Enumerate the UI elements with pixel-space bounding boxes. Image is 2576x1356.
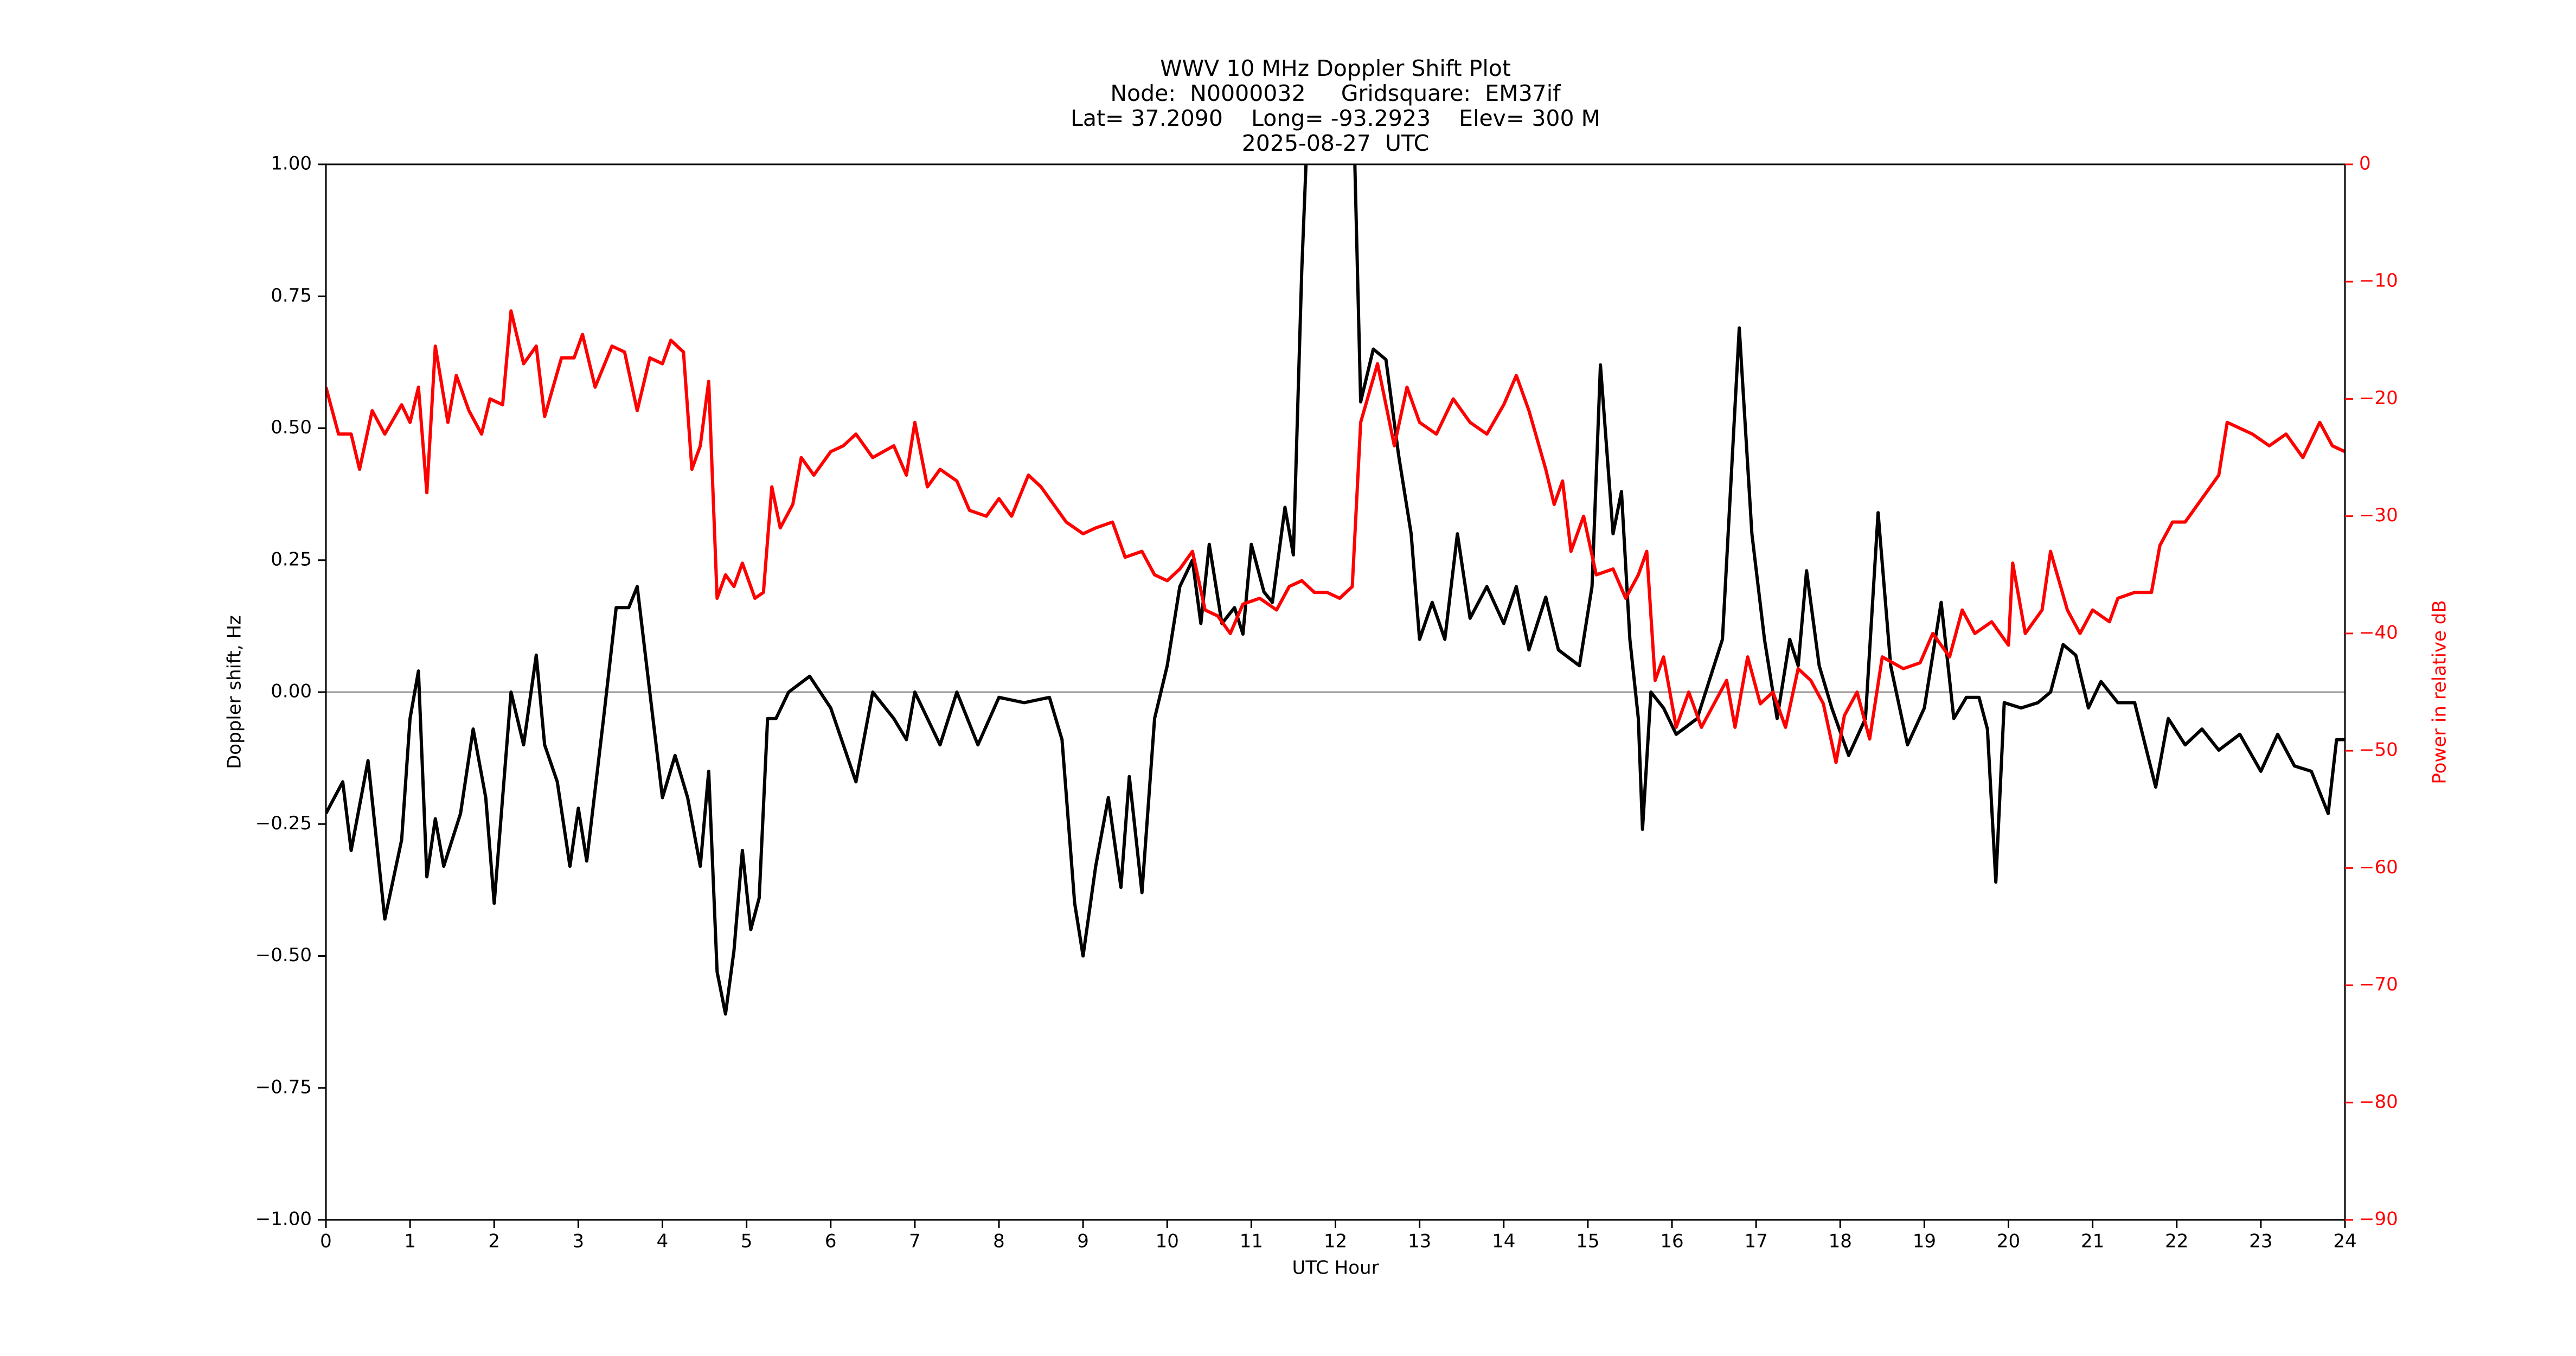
x-tick-label: 9	[1077, 1231, 1089, 1252]
y2-axis-label: Power in relative dB	[2429, 600, 2451, 784]
x-tick-label: 5	[741, 1231, 753, 1252]
x-tick-label: 23	[2249, 1231, 2272, 1252]
plot-area	[326, 164, 2345, 1016]
y-tick-label: −1.00	[255, 1208, 312, 1230]
y-tick-label: 1.00	[271, 153, 312, 175]
y2-tick-label: −20	[2359, 387, 2398, 409]
x-tick-label: 24	[2333, 1231, 2356, 1252]
x-axis-label: UTC Hour	[1292, 1257, 1379, 1279]
series-line	[326, 309, 2345, 764]
chart-title: 2025-08-27 UTC	[1242, 130, 1430, 156]
y2-tick-label: −90	[2359, 1208, 2398, 1230]
y2-tick-label: −50	[2359, 739, 2398, 761]
y-tick-label: 0.50	[271, 417, 312, 438]
y-tick-label: −0.25	[255, 813, 312, 834]
x-tick-label: 13	[1408, 1231, 1431, 1252]
x-tick-label: 16	[1660, 1231, 1683, 1252]
y-tick-label: 0.75	[271, 285, 312, 306]
series-line	[326, 164, 2345, 1016]
y2-tick-label: −10	[2359, 270, 2398, 292]
x-tick-label: 2	[488, 1231, 500, 1252]
x-tick-label: 7	[909, 1231, 921, 1252]
x-tick-label: 22	[2165, 1231, 2188, 1252]
y2-tick-label: 0	[2359, 153, 2371, 175]
x-tick-label: 6	[825, 1231, 837, 1252]
y2-tick-label: −40	[2359, 622, 2398, 643]
x-tick-label: 17	[1744, 1231, 1767, 1252]
x-tick-label: 15	[1576, 1231, 1599, 1252]
x-tick-label: 11	[1240, 1231, 1263, 1252]
y-axis-label: Doppler shift, Hz	[224, 615, 246, 769]
x-tick-label: 19	[1913, 1231, 1936, 1252]
y2-tick-label: −30	[2359, 504, 2398, 526]
chart-title: Node: N0000032 Gridsquare: EM37if	[1110, 80, 1561, 106]
y-tick-label: 0.25	[271, 548, 312, 570]
y2-tick-label: −80	[2359, 1091, 2398, 1112]
x-tick-label: 0	[320, 1231, 332, 1252]
y-tick-label: 0.00	[271, 681, 312, 702]
axes: 0 1 2 3 4 5 6 7 8 9 10 11 12 13 14 15 16 17 18 19 20 21 22 23 24…	[224, 153, 2451, 1279]
x-tick-label: 10	[1156, 1231, 1179, 1252]
x-tick-label: 20	[1997, 1231, 2020, 1252]
x-tick-label: 12	[1324, 1231, 1347, 1252]
y2-tick-label: −60	[2359, 856, 2398, 878]
x-tick-label: 21	[2081, 1231, 2104, 1252]
x-tick-label: 8	[993, 1231, 1005, 1252]
y-tick-label: −0.50	[255, 944, 312, 966]
y2-tick-label: −70	[2359, 974, 2398, 995]
x-tick-label: 1	[404, 1231, 416, 1252]
chart-title: Lat= 37.2090 Long= -93.2923 Elev= 300 M	[1071, 105, 1600, 131]
y-tick-label: −0.75	[255, 1076, 312, 1098]
x-tick-label: 3	[573, 1231, 585, 1252]
x-tick-label: 4	[657, 1231, 669, 1252]
chart-title: WWV 10 MHz Doppler Shift Plot	[1160, 55, 1511, 81]
x-tick-label: 18	[1829, 1231, 1852, 1252]
x-tick-label: 14	[1492, 1231, 1515, 1252]
